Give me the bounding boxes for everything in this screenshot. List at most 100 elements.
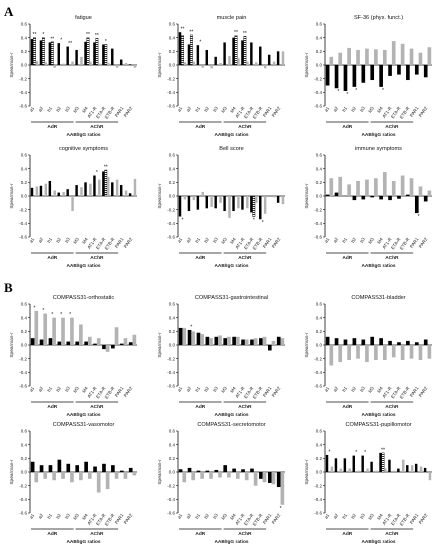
bar	[259, 196, 262, 220]
bar	[178, 327, 183, 345]
group-label: AChR	[90, 404, 104, 410]
x-axis-label: AAB/IgG ratios	[214, 132, 248, 138]
bar	[128, 193, 132, 196]
bar	[357, 470, 360, 472]
bar	[128, 342, 133, 345]
bar	[382, 49, 387, 65]
y-tick-label: 0.2	[316, 49, 323, 54]
bar	[183, 196, 187, 200]
bar	[124, 190, 128, 196]
y-tick-label: -0.4	[314, 370, 322, 375]
bar	[379, 65, 383, 87]
bar	[107, 62, 110, 65]
x-tick-label: M4	[81, 105, 89, 113]
bar	[111, 345, 115, 349]
bar	[93, 466, 97, 472]
x-tick-label: M3	[220, 385, 228, 393]
y-tick-label: 0.4	[169, 166, 176, 171]
x-tick-label: b1	[194, 105, 201, 112]
bar	[96, 472, 101, 493]
bar	[262, 336, 267, 345]
group-label: AdR	[195, 255, 205, 261]
bar	[374, 49, 378, 65]
bar	[388, 340, 392, 345]
y-tick-label: 0.2	[316, 180, 323, 185]
y-tick-label: 0.2	[169, 49, 176, 54]
bar	[84, 341, 88, 345]
x-tick-label: a1	[323, 385, 330, 392]
group-label: AdR	[342, 124, 352, 130]
bar	[48, 465, 53, 472]
x-tick-label: AT1-R	[381, 385, 393, 399]
bar	[259, 338, 263, 345]
bar	[75, 185, 78, 196]
significance-star: *	[51, 312, 53, 318]
x-tick-label: b3	[212, 512, 219, 519]
y-axis-label: Spearman-r	[157, 332, 163, 358]
bar	[178, 32, 182, 65]
y-tick-label: -0.6	[19, 511, 27, 516]
bar	[93, 175, 96, 196]
y-tick-label: 0.4	[21, 166, 28, 171]
x-tick-label: PAR2	[271, 512, 282, 525]
bar	[329, 345, 334, 366]
bar	[272, 61, 276, 65]
bar	[334, 338, 339, 345]
y-tick-label: -0.2	[314, 483, 322, 488]
y-tick-label: 0.0	[169, 194, 176, 199]
bar	[192, 196, 196, 201]
y-tick-label: 0.4	[169, 35, 176, 40]
bar	[71, 196, 74, 212]
bar	[384, 468, 387, 472]
bar	[427, 345, 432, 359]
group-label: AChR	[238, 531, 252, 537]
x-tick-label: b1	[194, 385, 201, 392]
x-tick-label: a1	[323, 512, 330, 519]
bar	[262, 472, 267, 483]
significance-star: **	[50, 36, 54, 42]
group-label: AdR	[342, 404, 352, 410]
bar	[267, 54, 271, 65]
bar	[250, 468, 254, 472]
bar	[57, 341, 62, 345]
bar	[123, 472, 128, 479]
bar	[115, 65, 119, 68]
bar	[132, 334, 137, 345]
y-tick-label: 0.4	[169, 442, 176, 447]
y-tick-label: 0.0	[169, 470, 176, 475]
bar	[241, 196, 244, 210]
y-tick-label: 0.0	[316, 470, 323, 475]
y-axis-label: Spearman-r	[157, 52, 163, 78]
bar	[178, 469, 183, 472]
bar	[209, 472, 213, 479]
y-tick-label: -0.2	[19, 76, 27, 81]
bar	[192, 61, 196, 65]
bar	[133, 65, 137, 68]
group-label: AChR	[385, 255, 399, 261]
y-tick-label: 0.6	[169, 22, 176, 27]
x-tick-label: PAR1	[114, 385, 125, 398]
y-tick-label: -0.2	[314, 207, 322, 212]
y-tick-label: 0.0	[169, 63, 176, 68]
y-tick-label: 0.2	[169, 180, 176, 185]
significance-star: *	[364, 450, 366, 456]
bar	[214, 196, 217, 209]
y-tick-label: -0.2	[314, 356, 322, 361]
bar	[281, 196, 285, 205]
y-tick-label: 0.0	[21, 194, 28, 199]
bar	[70, 472, 74, 483]
bar	[348, 468, 351, 472]
x-tick-label: ETB-R	[399, 512, 411, 527]
x-tick-label: M3	[367, 512, 375, 520]
y-tick-label: 0.6	[169, 429, 176, 434]
y-tick-label: -0.6	[167, 511, 175, 516]
x-tick-label: PAR1	[409, 105, 420, 118]
bar	[400, 43, 405, 65]
x-axis-label: AAB/IgG ratios	[214, 263, 248, 269]
bar	[334, 458, 338, 472]
bar	[427, 190, 432, 196]
x-axis-label: AAB/IgG ratios	[66, 263, 100, 269]
bar	[379, 338, 383, 345]
bar	[382, 172, 387, 196]
x-tick-label: PAR1	[409, 236, 420, 249]
